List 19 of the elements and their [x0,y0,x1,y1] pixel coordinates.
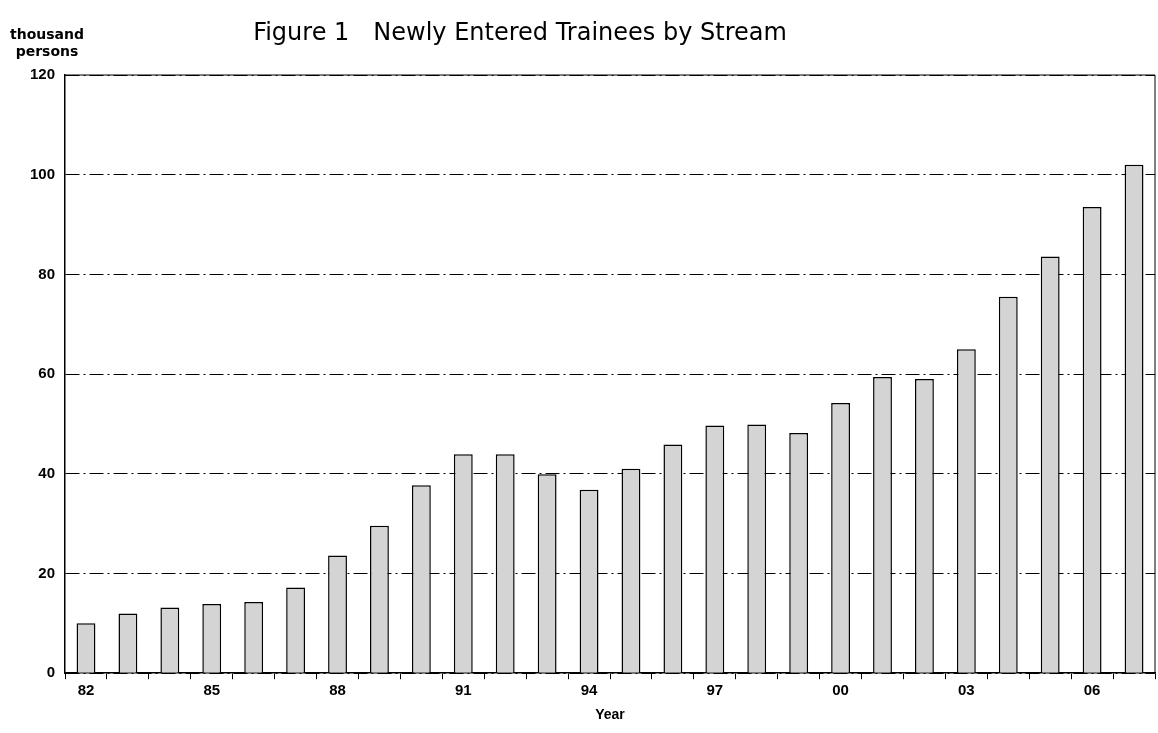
x-tick-label: 85 [203,681,221,699]
y-tick-label: 60 [38,364,56,382]
x-tick-label: 91 [454,681,472,699]
x-tick-label: 94 [580,681,599,699]
y-tick-label: 20 [38,563,56,581]
y-tick-label: 100 [30,164,56,182]
y-tick-label: 120 [30,65,56,83]
y-tick-label: 0 [46,663,56,681]
x-tick-label: 00 [832,681,849,699]
x-tick-label: 82 [77,681,95,699]
x-tick-label: 97 [706,681,724,699]
chart-title: Figure 1 Newly Entered Trainees by Stream [253,18,787,46]
x-axis-title: Year [595,706,626,723]
y-tick-label: 40 [38,463,56,481]
x-tick-label: 06 [1083,681,1101,699]
x-tick-label: 03 [958,681,975,699]
y-axis-title: thousand persons [9,26,85,60]
y-tick-label: 80 [38,264,56,282]
x-tick-label: 88 [329,681,346,699]
